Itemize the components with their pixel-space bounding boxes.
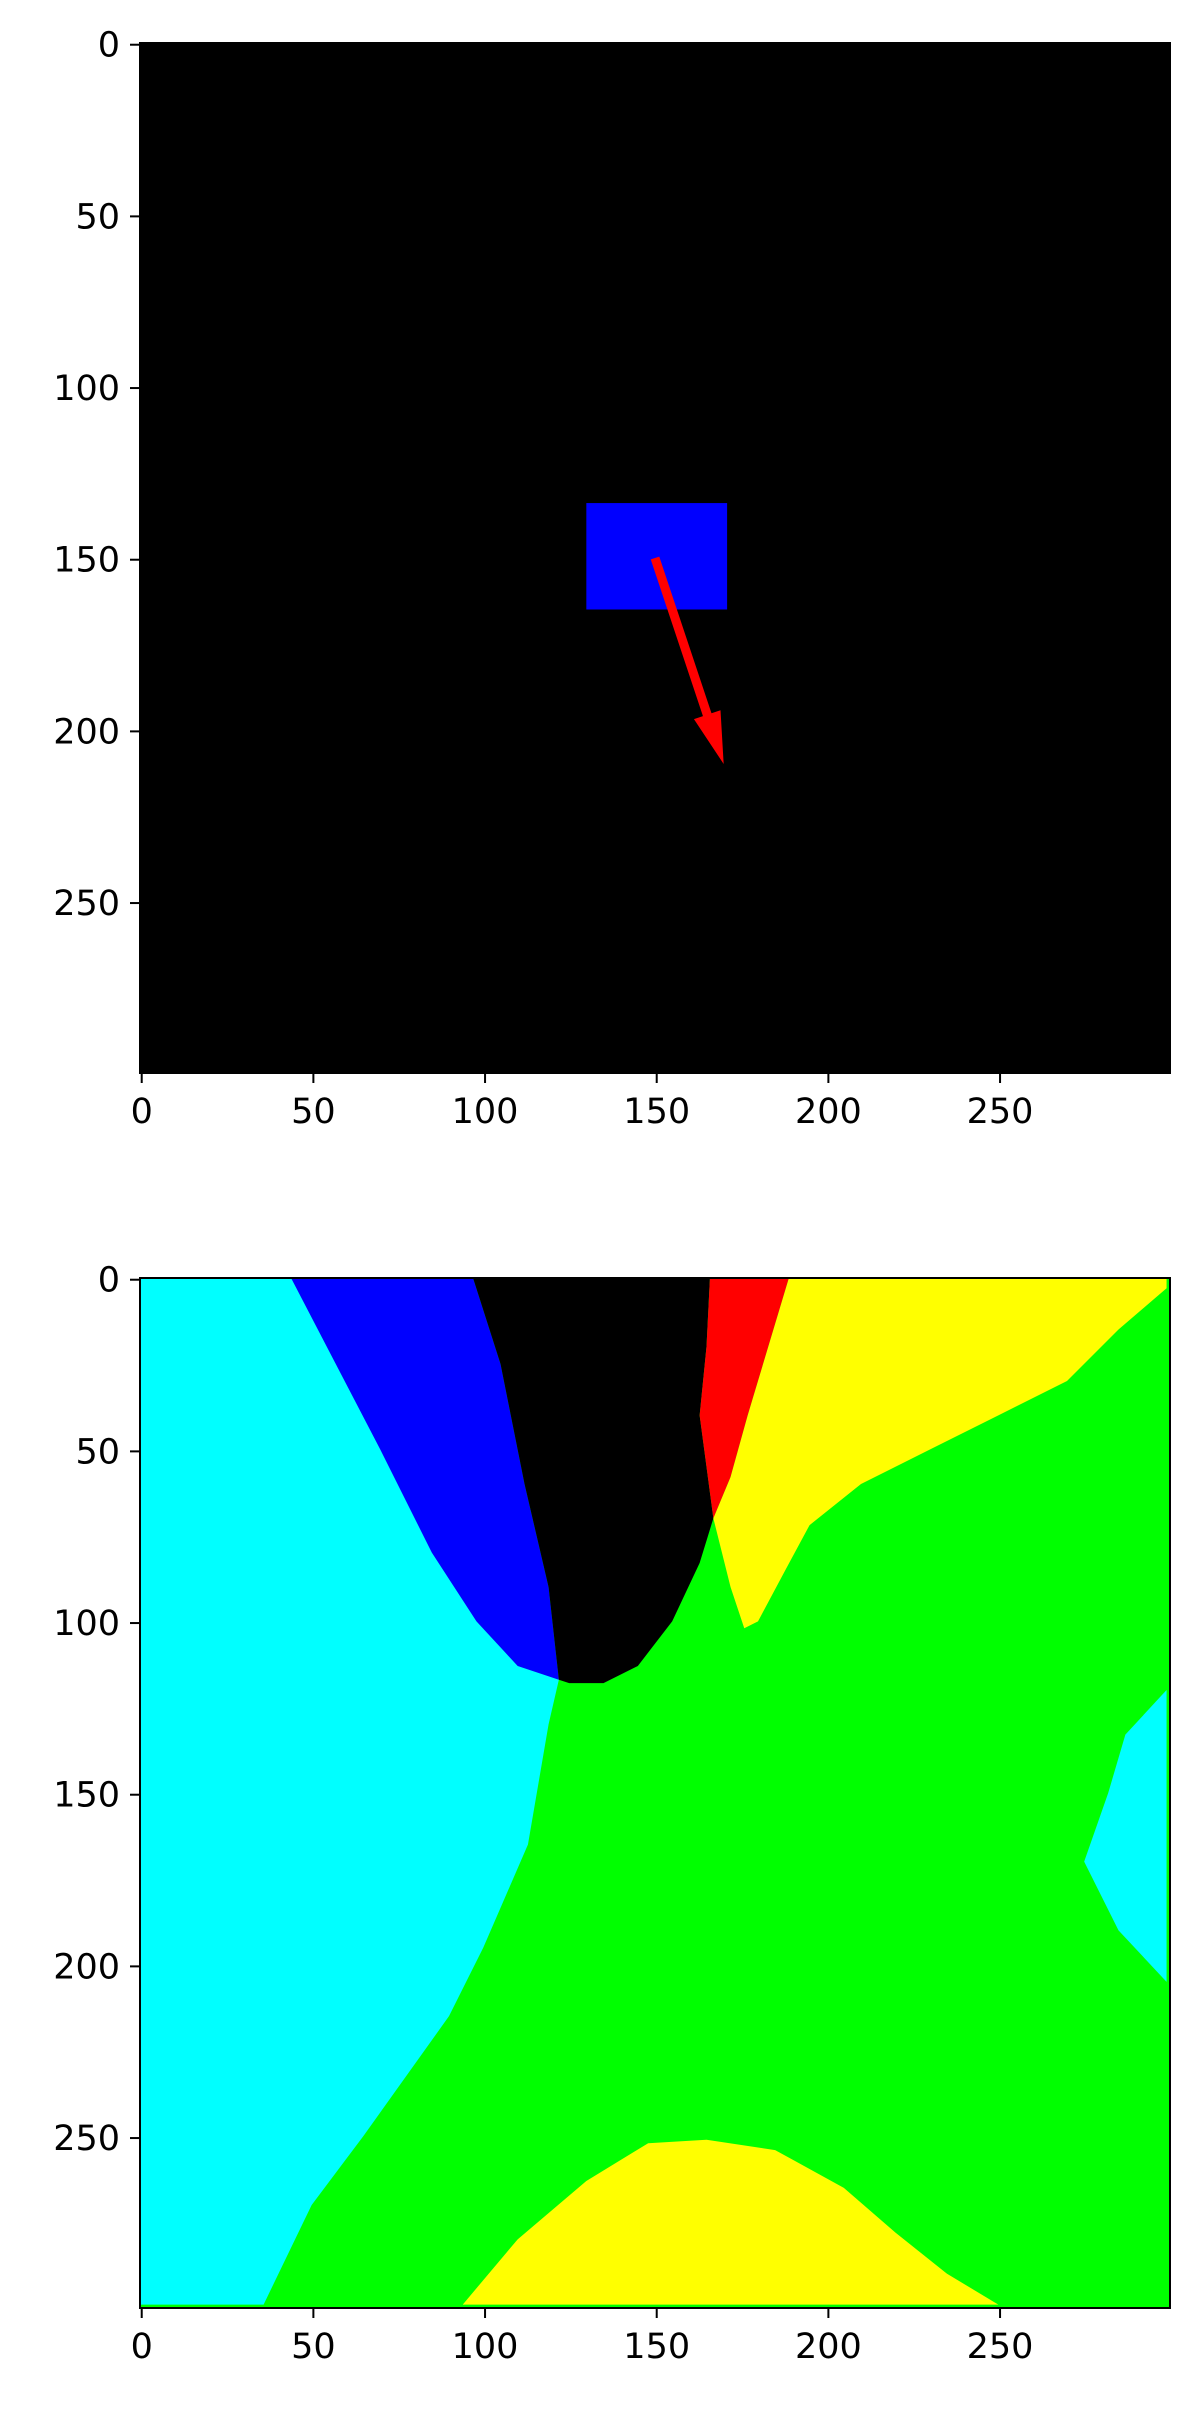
x-tick-label: 50 <box>291 1092 336 1132</box>
x-tick-label: 250 <box>967 2327 1034 2367</box>
axes-frame <box>139 42 1171 1074</box>
x-tick-label: 150 <box>623 1092 690 1132</box>
y-tick-label: 0 <box>98 26 120 66</box>
region-6 <box>1084 1690 1167 1982</box>
y-tick-label: 200 <box>53 1947 120 1987</box>
x-tick-label: 200 <box>795 1092 862 1132</box>
y-tick-label: 250 <box>53 2119 120 2159</box>
x-tick-label: 100 <box>452 2327 519 2367</box>
x-tick-label: 250 <box>967 1092 1034 1132</box>
y-tick-label: 200 <box>53 712 120 752</box>
image-content <box>140 1278 1167 2305</box>
y-tick-label: 150 <box>53 1776 120 1816</box>
region-5 <box>713 1278 1167 1629</box>
x-tick-label: 200 <box>795 2327 862 2367</box>
x-tick-label: 0 <box>131 1092 153 1132</box>
panel-1: 0 50 100 150 200 250 0 50 100 150 200 250 <box>53 26 1171 1132</box>
panel-2: 0 50 100 150 200 250 0 50 100 150 200 250 <box>53 1261 1171 2367</box>
region-7 <box>462 2139 999 2305</box>
x-tick-label: 100 <box>452 1092 519 1132</box>
y-tick-label: 100 <box>53 1604 120 1644</box>
y-tick-label: 100 <box>53 369 120 409</box>
region-4 <box>699 1278 789 1519</box>
y-tick-label: 50 <box>75 1432 120 1472</box>
blue-rectangle <box>586 503 728 610</box>
image-content <box>586 503 728 764</box>
red-arrow <box>650 556 724 764</box>
y-tick-label: 150 <box>53 541 120 581</box>
x-tick-label: 0 <box>131 2327 153 2367</box>
y-tick-label: 50 <box>75 197 120 237</box>
y-tick-label: 0 <box>98 1261 120 1301</box>
x-tick-label: 50 <box>291 2327 336 2367</box>
region-2 <box>291 1278 559 1680</box>
y-tick-label: 250 <box>53 884 120 924</box>
x-tick-label: 150 <box>623 2327 690 2367</box>
axes-frame <box>139 1277 1171 2309</box>
region-3 <box>473 1278 714 1684</box>
